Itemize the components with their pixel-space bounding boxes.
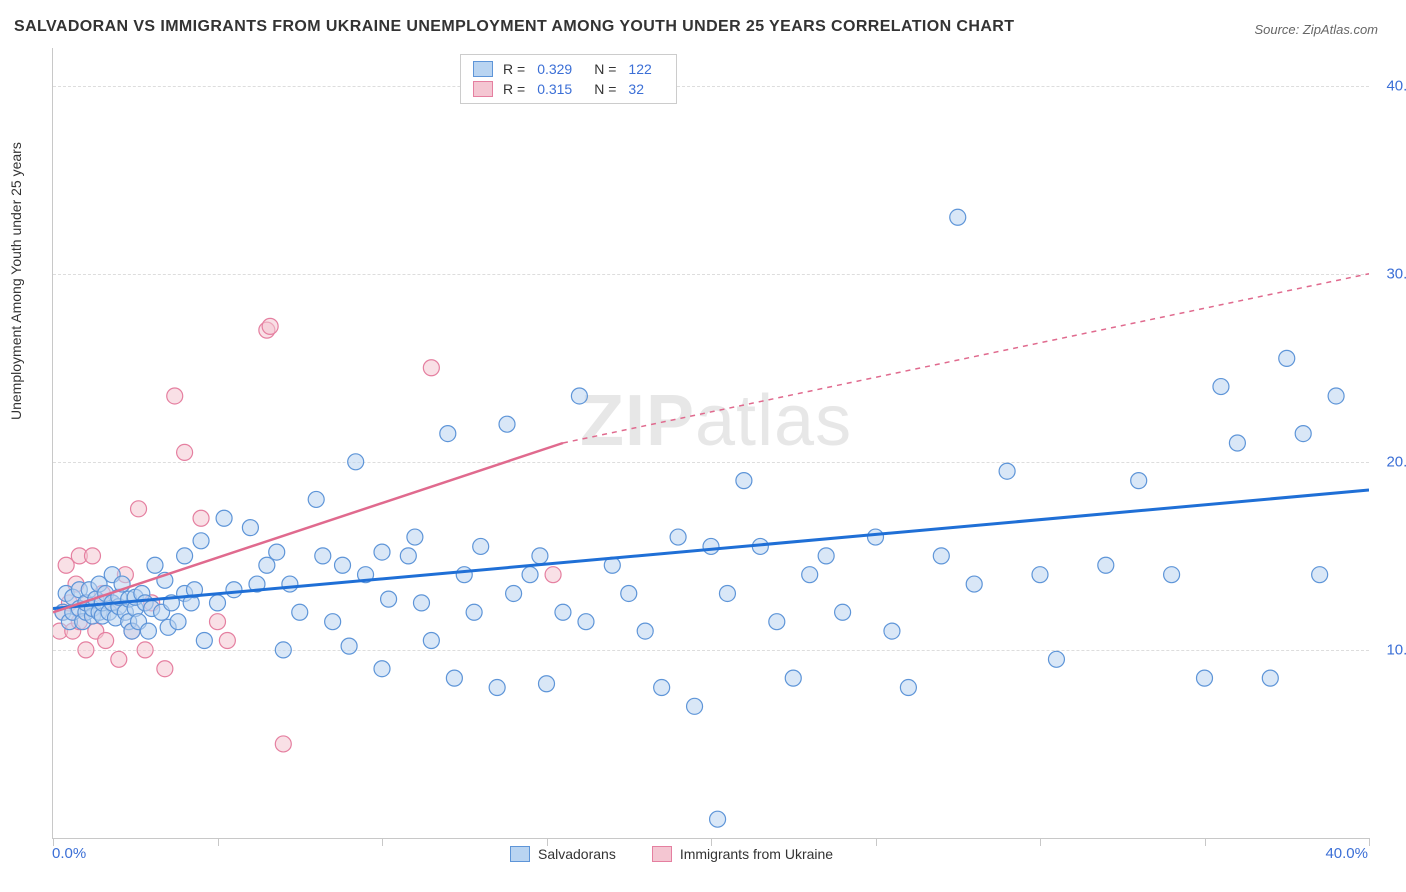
legend-r-label: R = [503,81,525,97]
x-tick [547,838,548,846]
correlation-legend: R = 0.329 N = 122 R = 0.315 N = 32 [460,54,677,104]
trend-line [53,490,1369,609]
legend-swatch-icon [473,81,493,97]
legend-n-label: N = [594,81,616,97]
trendline-layer [53,48,1369,838]
plot-area: 10.0%20.0%30.0%40.0% [52,48,1369,839]
legend-label: Salvadorans [538,846,616,862]
x-tick [1369,838,1370,846]
x-tick [382,838,383,846]
x-axis-start-label: 0.0% [52,845,86,862]
legend-label: Immigrants from Ukraine [680,846,833,862]
chart-title: SALVADORAN VS IMMIGRANTS FROM UKRAINE UN… [14,18,1014,36]
y-tick-label: 20.0% [1386,453,1406,470]
legend-n-label: N = [594,61,616,77]
y-tick-label: 30.0% [1386,265,1406,282]
y-axis-label: Unemployment Among Youth under 25 years [8,142,24,420]
y-tick-label: 40.0% [1386,77,1406,94]
legend-n-value: 122 [628,61,651,77]
x-tick [1040,838,1041,846]
legend-r-value: 0.315 [537,81,572,97]
legend-r-value: 0.329 [537,61,572,77]
legend-row: R = 0.315 N = 32 [473,79,664,99]
x-tick [876,838,877,846]
series-legend: Salvadorans Immigrants from Ukraine [510,846,833,862]
legend-swatch-icon [473,61,493,77]
source-label: Source: ZipAtlas.com [1254,22,1378,37]
legend-item: Salvadorans [510,846,616,862]
legend-n-value: 32 [628,81,644,97]
y-tick-label: 10.0% [1386,641,1406,658]
legend-item: Immigrants from Ukraine [652,846,833,862]
x-tick [218,838,219,846]
legend-swatch-icon [652,846,672,862]
x-axis-end-label: 40.0% [1325,845,1368,862]
legend-r-label: R = [503,61,525,77]
legend-row: R = 0.329 N = 122 [473,59,664,79]
legend-swatch-icon [510,846,530,862]
x-tick [1205,838,1206,846]
trend-line-extrapolated [563,274,1369,443]
x-tick [711,838,712,846]
